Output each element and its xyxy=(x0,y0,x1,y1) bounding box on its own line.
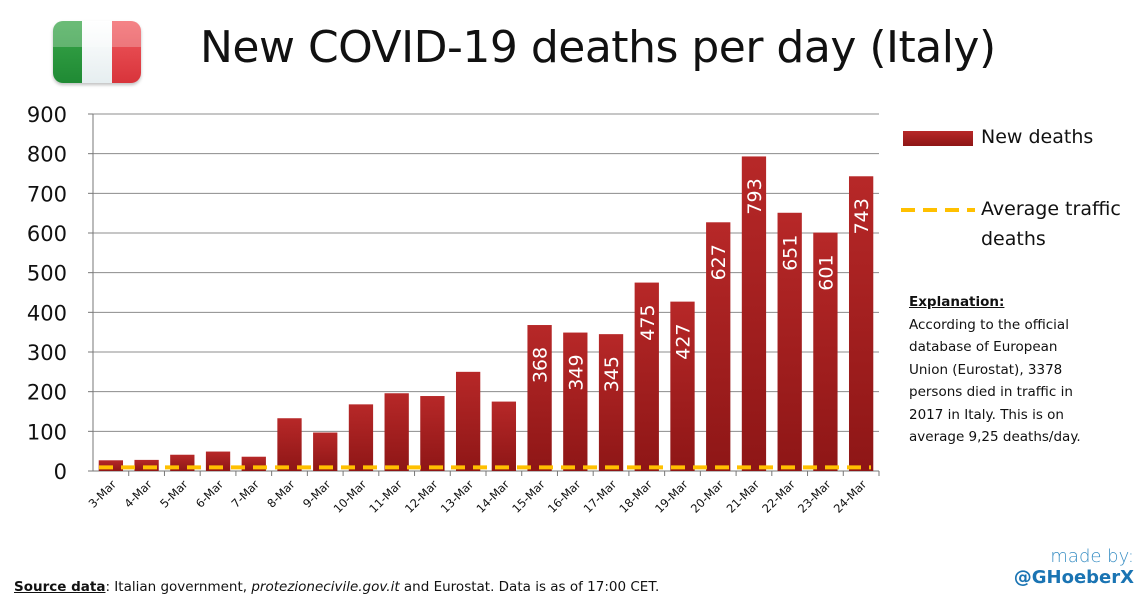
y-tick-label: 100 xyxy=(27,420,67,444)
bar-new-deaths xyxy=(848,176,874,471)
bar-new-deaths xyxy=(634,282,659,471)
y-tick-label: 200 xyxy=(27,381,67,405)
x-tick-label: 13-Mar xyxy=(438,477,477,516)
y-tick-label: 500 xyxy=(27,262,67,286)
x-tick-label: 22-Mar xyxy=(759,477,798,516)
x-tick-label: 10-Mar xyxy=(331,477,370,516)
bar-data-label: 345 xyxy=(601,356,623,392)
author-handle: @GHoeberX xyxy=(1013,567,1134,588)
bar-data-label: 368 xyxy=(530,347,552,383)
made-by-label: made by: xyxy=(1050,546,1134,567)
x-tick-label: 20-Mar xyxy=(688,477,727,516)
bar-data-label: 601 xyxy=(815,254,837,290)
bar-new-deaths xyxy=(741,156,767,471)
x-tick-label: 18-Mar xyxy=(616,477,655,516)
legend-label-traffic-line1: Average traffic xyxy=(981,198,1121,220)
x-tick-label: 24-Mar xyxy=(831,477,870,516)
x-tick-label: 16-Mar xyxy=(545,477,584,516)
bar-new-deaths xyxy=(348,404,374,471)
bar-new-deaths xyxy=(455,371,481,471)
x-tick-label: 8-Mar xyxy=(264,477,298,511)
explanation-heading: Explanation: xyxy=(909,294,1005,310)
explanation-line: average 9,25 deaths/day. xyxy=(909,429,1081,445)
bar-new-deaths xyxy=(384,393,409,471)
x-tick-label: 12-Mar xyxy=(402,477,441,516)
x-tick-label: 7-Mar xyxy=(229,477,263,511)
legend xyxy=(901,131,975,212)
data-labels: 368 349 345 475 427 627 793 651 601 743 xyxy=(530,178,874,392)
x-tick-label: 21-Mar xyxy=(724,477,763,516)
italy-flag-icon xyxy=(53,21,141,83)
source-rest: and Eurostat. Data is as of 17:00 CET. xyxy=(399,579,660,595)
explanation-line: persons died in traffic in xyxy=(909,384,1073,400)
bar-data-label: 475 xyxy=(637,304,659,340)
y-tick-label: 0 xyxy=(54,460,67,484)
bar-new-deaths xyxy=(598,334,624,471)
x-tick-label: 6-Mar xyxy=(193,477,227,511)
x-tick-label: 11-Mar xyxy=(366,477,405,516)
y-tick-label: 800 xyxy=(27,143,67,167)
bar-series xyxy=(98,156,874,471)
explanation-box: Explanation: According to the official d… xyxy=(909,291,1119,449)
x-tick-label: 19-Mar xyxy=(652,477,691,516)
bar-new-deaths xyxy=(420,396,445,471)
x-tick-label: 15-Mar xyxy=(509,477,548,516)
source-label: Source data xyxy=(14,579,106,595)
x-tick-label: 14-Mar xyxy=(473,477,512,516)
source-site: protezionecivile.gov.it xyxy=(251,579,400,595)
bar-new-deaths xyxy=(313,432,338,471)
legend-swatch-new-deaths xyxy=(903,131,973,146)
explanation-line: database of European xyxy=(909,339,1058,355)
chart-title: New COVID-19 deaths per day (Italy) xyxy=(200,22,996,73)
x-tick-label: 4-Mar xyxy=(121,477,155,511)
x-tick-label: 17-Mar xyxy=(581,477,620,516)
bar-data-label: 793 xyxy=(744,178,766,214)
y-tick-label: 600 xyxy=(27,222,67,246)
y-tick-label: 300 xyxy=(27,341,67,365)
y-tick-label: 900 xyxy=(27,103,67,127)
y-tick-label: 700 xyxy=(27,182,67,206)
x-tick-label: 3-Mar xyxy=(86,477,120,511)
bar-new-deaths xyxy=(813,232,838,471)
bar-data-label: 427 xyxy=(673,323,695,359)
legend-label-traffic-line2: deaths xyxy=(981,228,1046,250)
bar-new-deaths xyxy=(277,418,302,471)
x-tick-label: 5-Mar xyxy=(157,477,191,511)
bar-data-label: 651 xyxy=(780,235,802,271)
explanation-line: Union (Eurostat), 3378 xyxy=(909,361,1063,378)
bar-data-label: 743 xyxy=(851,198,873,234)
bar-data-label: 349 xyxy=(565,354,587,390)
y-tick-label: 400 xyxy=(27,301,67,325)
source-note: Source data: Italian government, protezi… xyxy=(14,579,659,595)
x-tick-label: 23-Mar xyxy=(795,477,834,516)
explanation-line: According to the official xyxy=(909,316,1069,333)
explanation-line: 2017 in Italy. This is on xyxy=(909,406,1064,423)
bar-new-deaths xyxy=(491,401,517,471)
source-text: : Italian government, xyxy=(105,579,252,595)
bar-new-deaths xyxy=(777,212,802,471)
bar-new-deaths xyxy=(670,301,695,471)
bar-data-label: 627 xyxy=(708,244,730,280)
legend-label-new-deaths: New deaths xyxy=(981,126,1094,148)
x-tick-label: 9-Mar xyxy=(300,477,334,511)
author-credit: made by: @GHoeberX xyxy=(1014,546,1134,588)
bar-new-deaths xyxy=(706,222,731,471)
bar-new-deaths xyxy=(563,332,588,471)
bar-new-deaths xyxy=(527,325,552,471)
